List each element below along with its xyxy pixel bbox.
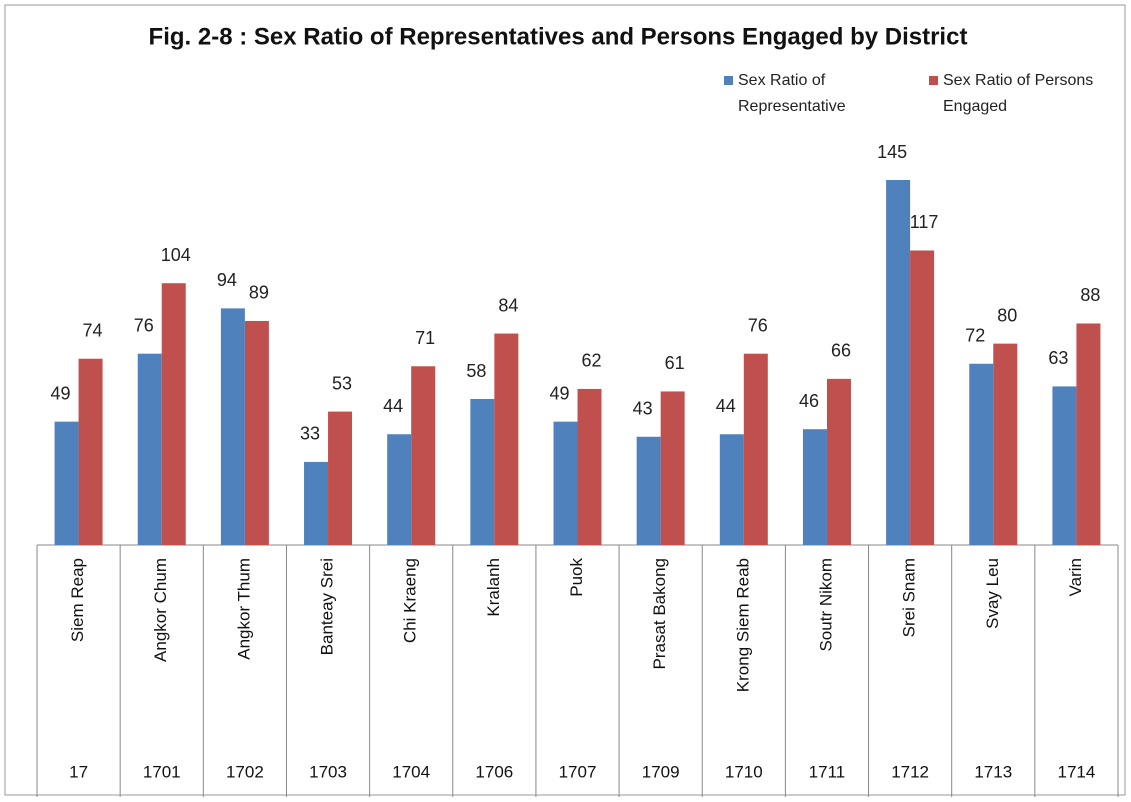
data-label: 80	[997, 305, 1017, 325]
legend-swatch	[724, 76, 733, 85]
x-tick-label: Puok	[567, 558, 586, 597]
category-code: 1706	[475, 762, 513, 781]
bar	[910, 250, 935, 545]
x-tick-label: Angkor Chum	[151, 558, 170, 662]
bar	[660, 391, 685, 545]
bar	[636, 436, 661, 545]
data-label: 62	[581, 351, 601, 371]
bar	[993, 343, 1018, 545]
category-code: 1704	[392, 762, 430, 781]
data-label: 76	[134, 315, 154, 335]
data-label: 33	[300, 424, 320, 444]
x-tick-label: Siem Reap	[68, 558, 87, 642]
data-label: 145	[877, 142, 907, 162]
category-code: 1701	[143, 762, 181, 781]
bar	[1076, 323, 1101, 545]
data-label: 44	[383, 396, 403, 416]
data-label: 72	[965, 326, 985, 346]
category-code: 1714	[1058, 762, 1096, 781]
data-label: 53	[332, 373, 352, 393]
bar	[802, 429, 827, 545]
category-code: 1711	[809, 762, 846, 781]
x-tick-label: Angkor Thum	[234, 558, 253, 660]
bar	[328, 411, 353, 545]
category-code: 1713	[974, 762, 1012, 781]
x-tick-label: Krong Siem Reab	[733, 558, 752, 692]
bar	[244, 320, 269, 545]
data-label: 74	[83, 320, 103, 340]
bar	[470, 399, 495, 545]
bar	[969, 363, 994, 545]
category-code: 1709	[642, 762, 680, 781]
category-code: 1703	[309, 762, 347, 781]
data-label: 44	[716, 396, 736, 416]
bar	[220, 308, 245, 545]
data-label: 61	[665, 353, 685, 373]
data-label: 71	[415, 328, 435, 348]
data-label: 84	[498, 295, 518, 315]
data-label: 104	[161, 245, 191, 265]
chart-border	[4, 4, 1126, 796]
legend-label: Sex Ratio of Persons Engaged	[943, 72, 1094, 115]
bar	[78, 358, 103, 545]
bar	[1052, 386, 1077, 545]
legend-swatch	[929, 76, 938, 85]
data-label: 89	[249, 283, 269, 303]
bar	[826, 378, 851, 545]
legend-item: Sex Ratio of Persons Engaged	[929, 68, 1109, 120]
x-tick-label: Varin	[1066, 558, 1085, 596]
bar	[577, 388, 602, 545]
data-label: 63	[1048, 348, 1068, 368]
x-tick-label: Svay Leu	[983, 558, 1002, 629]
x-tick-label: Srei Snam	[900, 558, 919, 637]
bar	[411, 366, 436, 545]
x-tick-label: Chi Kraeng	[401, 558, 420, 643]
category-code: 1710	[725, 762, 763, 781]
bar	[161, 283, 186, 545]
category-code: 1707	[559, 762, 597, 781]
bar	[304, 461, 329, 545]
bar	[137, 353, 162, 545]
category-code: 1712	[891, 762, 929, 781]
bar	[494, 333, 519, 545]
x-tick-label: Banteay Srei	[318, 558, 337, 655]
data-label: 117	[910, 212, 939, 232]
data-label: 58	[466, 361, 486, 381]
data-label: 43	[633, 399, 653, 419]
bar	[387, 434, 412, 545]
category-code: 1702	[226, 762, 264, 781]
data-label: 49	[549, 383, 569, 403]
data-label: 46	[799, 391, 819, 411]
data-label: 76	[748, 315, 768, 335]
data-label: 66	[831, 341, 851, 361]
bar	[886, 180, 911, 545]
legend-label: Sex Ratio of Representative	[738, 72, 846, 115]
data-label: 94	[217, 270, 237, 290]
bar	[719, 434, 744, 545]
x-tick-label: Prasat Bakong	[650, 558, 669, 670]
legend-item: Sex Ratio of Representative	[724, 68, 894, 120]
bar	[743, 353, 768, 545]
category-code: 17	[69, 762, 88, 781]
bar	[553, 421, 578, 545]
x-tick-label: Kralanh	[484, 558, 503, 617]
data-label: 49	[51, 383, 71, 403]
chart-title: Fig. 2-8 : Sex Ratio of Representatives …	[149, 23, 968, 50]
x-tick-label: Soutr Nikom	[816, 558, 835, 652]
bar	[54, 421, 79, 545]
data-label: 88	[1080, 285, 1100, 305]
